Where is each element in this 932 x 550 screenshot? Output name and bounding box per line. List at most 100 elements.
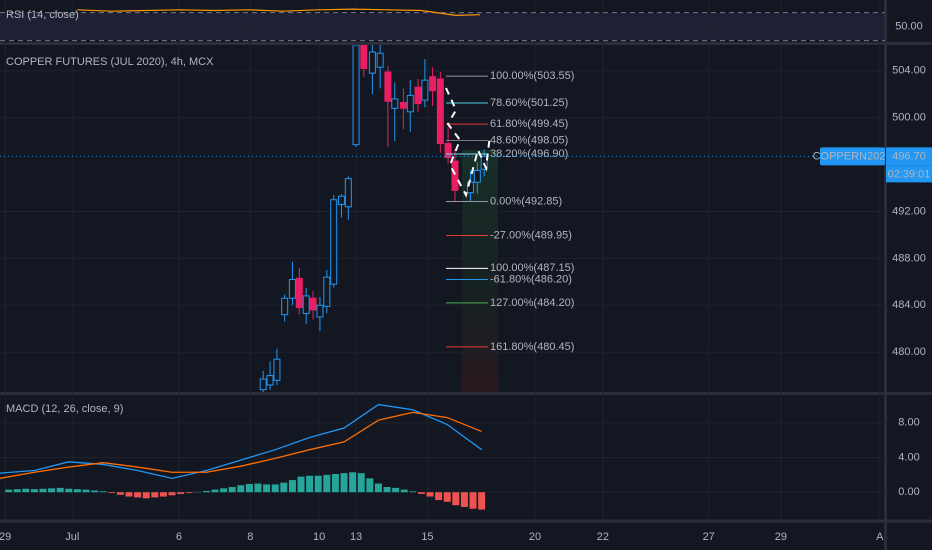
x-tick-label: 20 (529, 531, 541, 543)
candle-body (323, 276, 331, 307)
x-tick-label: 29 (775, 531, 787, 543)
candle-body (330, 199, 338, 285)
x-tick-label: 13 (350, 531, 362, 543)
macd-line (0, 403, 483, 479)
candle-body (406, 94, 414, 113)
histogram-bar (65, 488, 73, 493)
histogram-bar (168, 492, 176, 496)
y-tick-label: 0.00 (898, 486, 919, 498)
candle-body (444, 142, 452, 159)
histogram-bar (314, 475, 322, 493)
fib-label: 61.80%(499.45) (490, 118, 568, 130)
y-tick-label: 8.00 (898, 417, 919, 429)
histogram-bar (323, 474, 331, 493)
main-title: COPPER FUTURES (JUL 2020), 4h, MCX (6, 56, 214, 68)
x-tick-label: 27 (703, 531, 715, 543)
histogram-bar (202, 490, 210, 493)
candle-body (288, 278, 296, 299)
y-tick-label: 50.00 (895, 21, 923, 33)
histogram-bar (237, 485, 245, 493)
y-tick-label: 492.00 (892, 205, 926, 217)
histogram-bar (245, 483, 253, 493)
y-tick-label: 504.00 (892, 65, 926, 77)
candle-body (421, 79, 429, 101)
y-tick-label: 484.00 (892, 299, 926, 311)
histogram-bar (22, 488, 30, 493)
histogram-bar (56, 487, 64, 493)
countdown-tag (886, 165, 932, 183)
candle-body (266, 375, 274, 386)
candle-body (391, 98, 399, 109)
candle-body (316, 304, 324, 318)
histogram-bar (73, 489, 81, 493)
histogram-bar (478, 492, 486, 510)
histogram-bar (349, 472, 357, 493)
y-tick-label: 480.00 (892, 346, 926, 358)
fib-label: -61.80%(486.20) (490, 273, 572, 285)
rsi-line (77, 8, 480, 17)
histogram-bar (297, 476, 305, 493)
fib-label: 0.00%(492.85) (490, 195, 562, 207)
candle-body (368, 51, 376, 74)
histogram-bar (383, 487, 391, 493)
histogram-bar (30, 489, 38, 493)
x-tick-label: 29 (0, 531, 11, 543)
candle-body (273, 358, 281, 381)
fib-label: 127.00%(484.20) (490, 297, 574, 309)
candle-body (352, 45, 360, 146)
histogram-bar (134, 492, 142, 498)
histogram-bar (177, 492, 185, 494)
histogram-bar (151, 492, 159, 498)
x-tick-label: 15 (421, 531, 433, 543)
histogram-bar (185, 492, 193, 494)
histogram-bar (452, 492, 460, 506)
histogram-bar (91, 490, 99, 493)
histogram-bar (159, 492, 167, 497)
candle-body (295, 277, 303, 309)
histogram-bar (48, 488, 56, 493)
candle-body (302, 295, 310, 314)
candle-body (384, 71, 392, 102)
histogram-bar (435, 492, 443, 501)
candle-body (414, 86, 422, 105)
histogram-bar (340, 473, 348, 493)
x-tick-label: 8 (247, 531, 253, 543)
histogram-bar (392, 487, 400, 493)
histogram-bar (5, 489, 13, 493)
candle-body (309, 297, 317, 311)
rsi-title: RSI (14, close) (6, 9, 79, 21)
y-tick-label: 4.00 (898, 451, 919, 463)
histogram-bar (443, 492, 451, 502)
histogram-bar (39, 488, 47, 493)
y-tick-label: 488.00 (892, 252, 926, 264)
symbol-label: COPPERN2020 (813, 150, 892, 162)
fib-label: 161.80%(480.45) (490, 341, 574, 353)
histogram-bar (460, 492, 468, 507)
candle-body (436, 78, 444, 144)
macd-line (0, 411, 482, 479)
histogram-bar (288, 480, 296, 493)
candle-body (259, 378, 267, 391)
histogram-bar (409, 491, 417, 493)
price-tag (886, 147, 932, 166)
histogram-bar (400, 489, 408, 493)
symbol-tag (820, 147, 885, 166)
fib-label: 48.60%(498.05) (490, 134, 568, 146)
histogram-bar (228, 487, 236, 493)
candle-body (281, 297, 289, 316)
histogram-bar (125, 492, 133, 497)
histogram-bar (331, 473, 339, 493)
histogram-bar (142, 492, 150, 499)
candle-body (473, 169, 481, 183)
x-tick-label: 22 (597, 531, 609, 543)
histogram-bar (116, 492, 124, 495)
candle-body (429, 76, 437, 92)
candle-body (360, 45, 368, 69)
candle-body (337, 195, 345, 205)
y-tick-label: 500.00 (892, 112, 926, 124)
histogram-bar (374, 483, 382, 493)
histogram-bar (254, 483, 262, 493)
x-tick-label: A (876, 531, 884, 543)
histogram-bar (99, 491, 107, 493)
